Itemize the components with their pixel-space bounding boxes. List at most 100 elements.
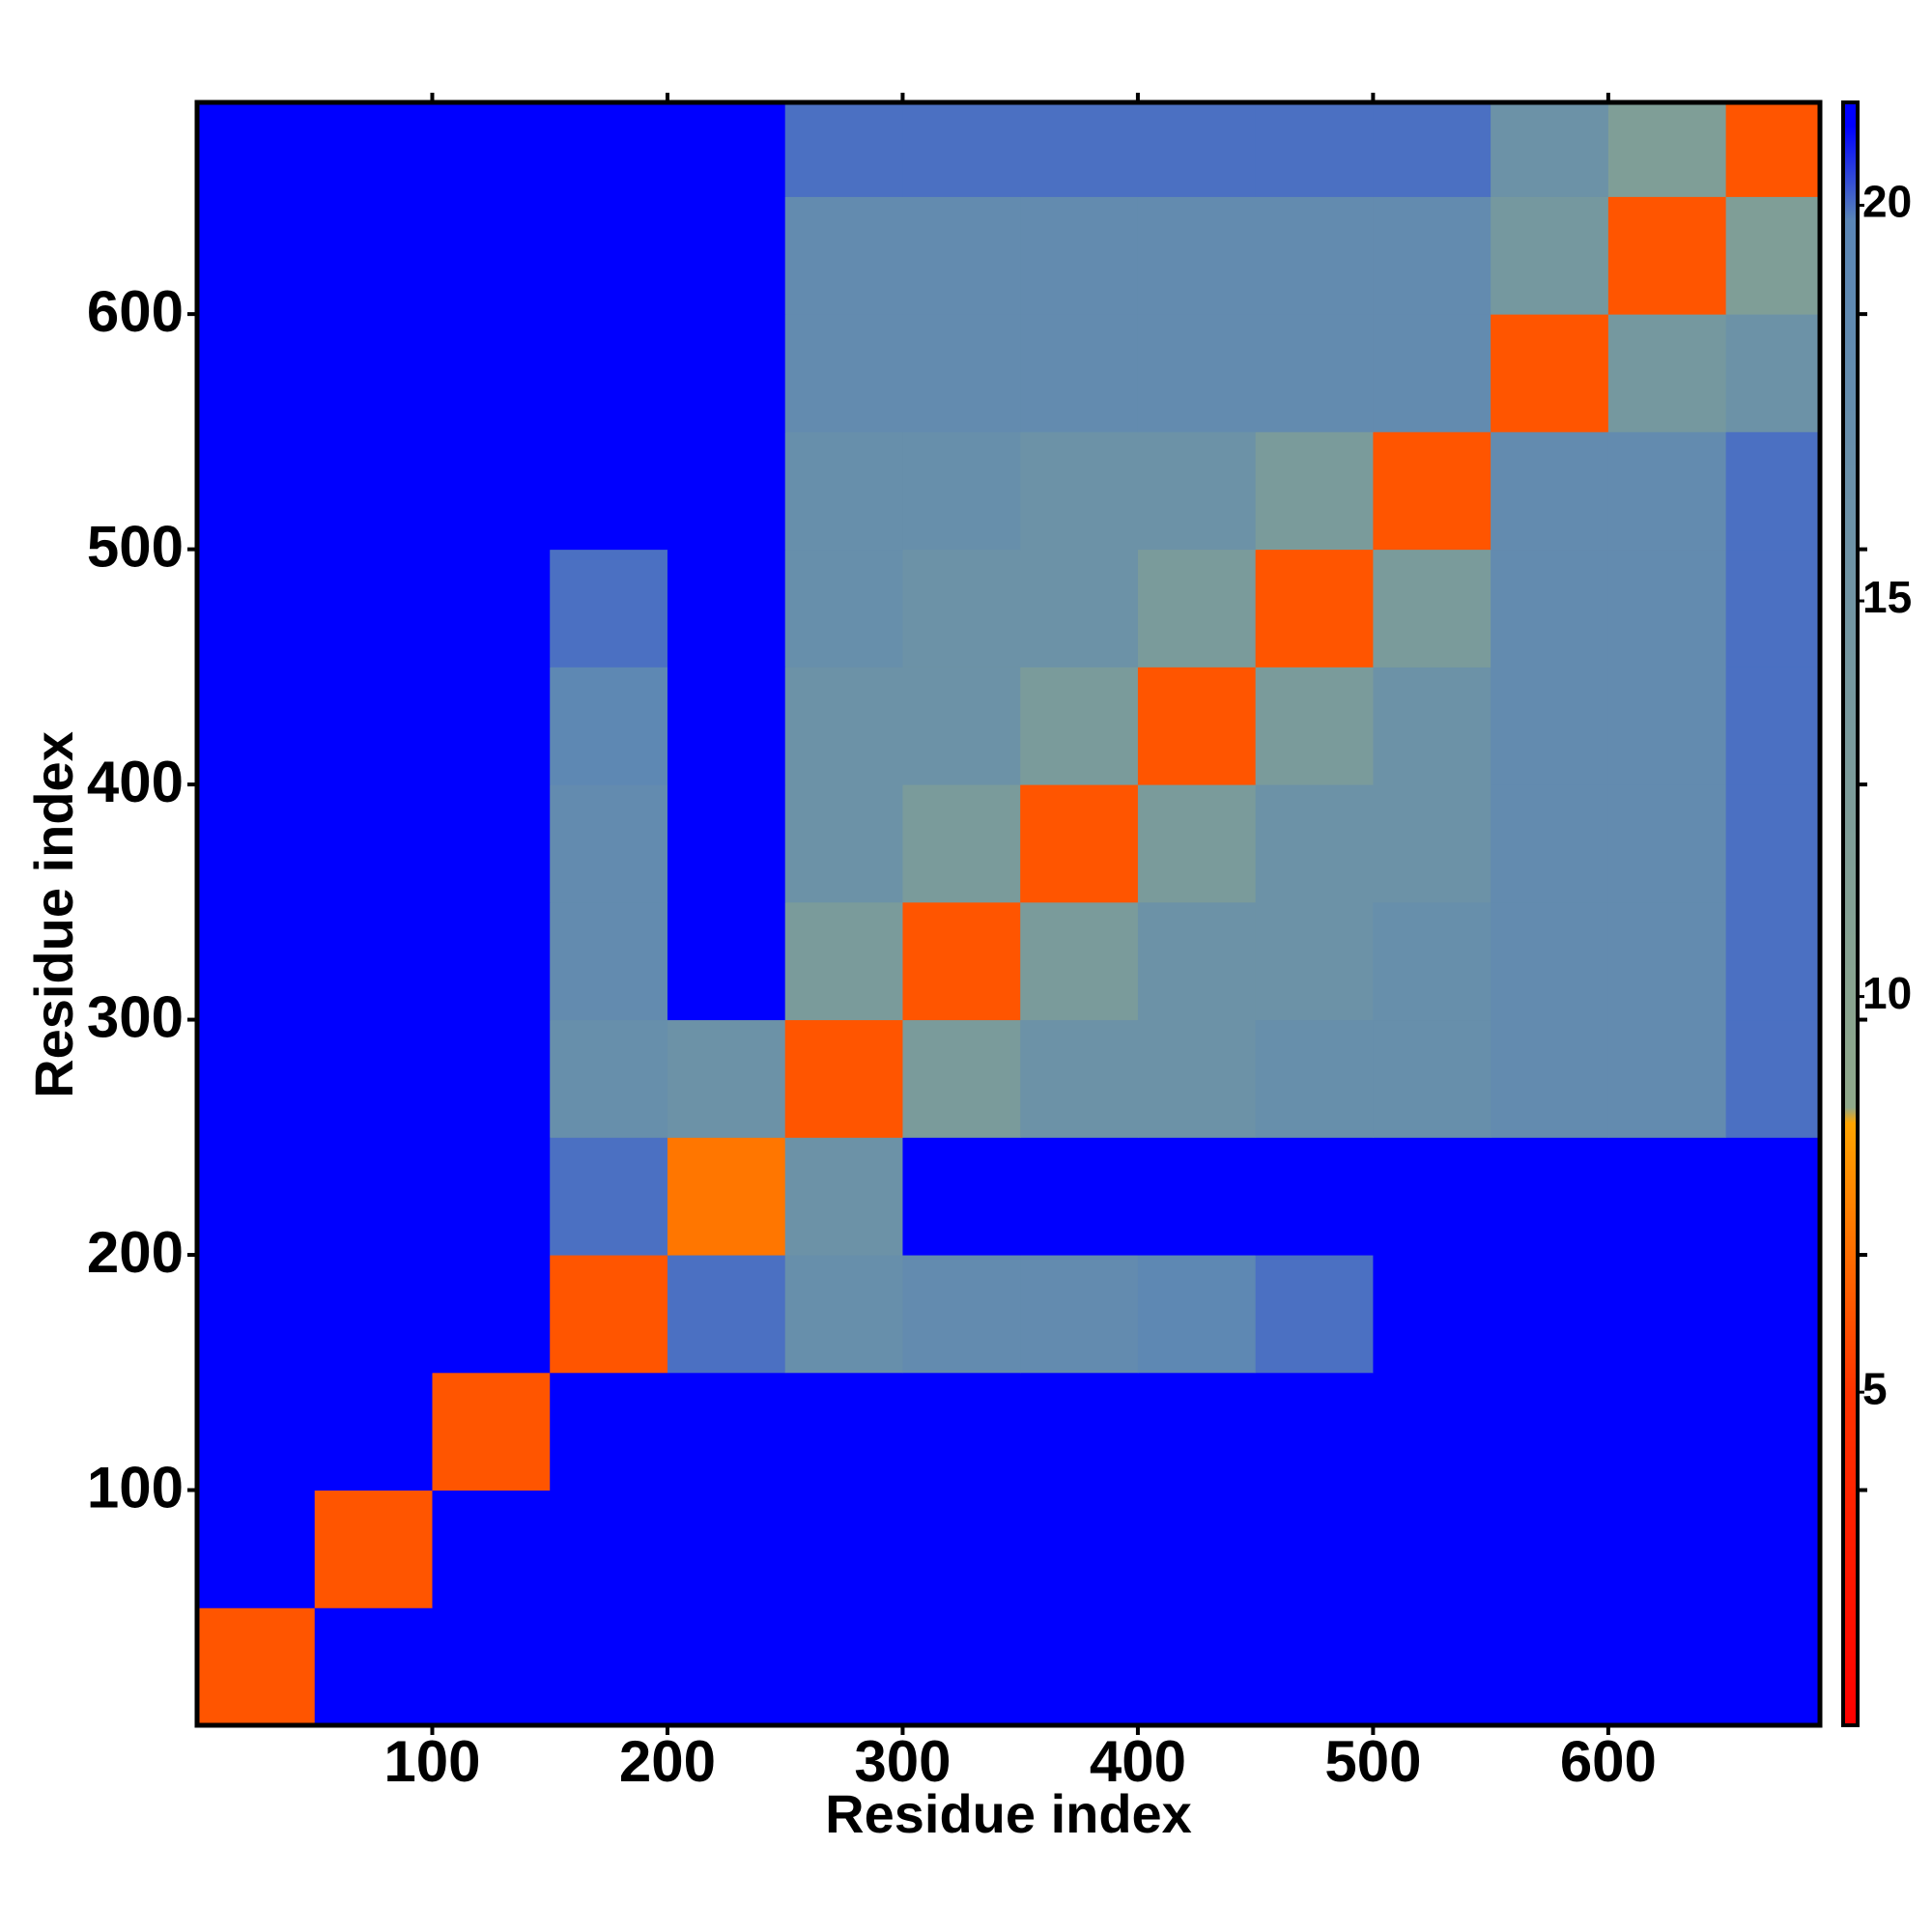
heatmap-cell — [1373, 901, 1492, 1021]
heatmap-cell — [1137, 1137, 1257, 1256]
heatmap-cell — [432, 1607, 551, 1726]
heatmap-cell — [902, 102, 1021, 197]
heatmap-cell — [1373, 1019, 1492, 1138]
heatmap-cell — [1725, 784, 1821, 903]
heatmap-cell — [1255, 667, 1374, 785]
heatmap-cell — [1020, 431, 1139, 551]
heatmap-cell — [1607, 549, 1727, 668]
heatmap-cell — [314, 1372, 433, 1492]
heatmap-cell — [784, 102, 903, 197]
heatmap-cell — [432, 431, 551, 551]
colorbar — [1841, 100, 1860, 1727]
heatmap-cell — [1137, 314, 1257, 433]
heatmap-cell — [197, 784, 316, 903]
heatmap-cell — [1020, 1019, 1139, 1138]
heatmap-cell — [314, 549, 433, 668]
heatmap-cell — [667, 102, 786, 197]
heatmap-cell — [667, 549, 786, 668]
heatmap-cell — [1607, 1607, 1727, 1726]
heatmap-cell — [550, 667, 668, 785]
heatmap-cell — [1725, 1607, 1821, 1726]
heatmap-cell — [1491, 901, 1609, 1021]
heatmap-cell — [902, 1607, 1021, 1726]
x-axis-title: Residue index — [825, 1783, 1192, 1844]
heatmap-cell — [784, 1019, 903, 1138]
heatmap-cell — [784, 1372, 903, 1492]
heatmap-cell — [1020, 549, 1139, 668]
y-axis-title: Residue index — [23, 731, 84, 1098]
heatmap-cell — [1491, 784, 1609, 903]
heatmap-cell — [1255, 784, 1374, 903]
heatmap-cell — [432, 102, 551, 197]
heatmap-cell — [314, 196, 433, 315]
heatmap-cell — [667, 1019, 786, 1138]
heatmap-cell — [1137, 1372, 1257, 1492]
heatmap-cell — [784, 1137, 903, 1256]
heatmap-cell — [1725, 901, 1821, 1021]
heatmap-cell — [197, 667, 316, 785]
heatmap-cell — [1137, 901, 1257, 1021]
heatmap-cell — [1725, 102, 1821, 197]
heatmap-cell — [1491, 1607, 1609, 1726]
heatmap-cell — [1373, 102, 1492, 197]
heatmap-cell — [667, 1255, 786, 1374]
y-tick-label: 300 — [87, 984, 184, 1049]
heatmap-cell — [432, 1019, 551, 1138]
heatmap-cell — [667, 1372, 786, 1492]
heatmap-cell — [314, 314, 433, 433]
heatmap-cell — [1137, 1607, 1257, 1726]
heatmap-cell — [1137, 549, 1257, 668]
heatmap-cell — [1725, 1372, 1821, 1492]
heatmap-cell — [902, 1490, 1021, 1608]
heatmap-cell — [1607, 1137, 1727, 1256]
heatmap-cell — [1373, 1372, 1492, 1492]
heatmap-cell — [1373, 549, 1492, 668]
heatmap-cell — [550, 1255, 668, 1374]
heatmap-cell — [1725, 1019, 1821, 1138]
heatmap-cell — [902, 431, 1021, 551]
heatmap-cell — [1255, 1490, 1374, 1608]
heatmap-cell — [1491, 196, 1609, 315]
heatmap-cell — [432, 1490, 551, 1608]
x-tick-label: 500 — [1324, 1729, 1421, 1794]
heatmap-cell — [1137, 1490, 1257, 1608]
heatmap-cell — [1607, 196, 1727, 315]
heatmap-cell — [1491, 1372, 1609, 1492]
heatmap-cell — [784, 784, 903, 903]
heatmap-cell — [667, 1490, 786, 1608]
heatmap-cell — [432, 1137, 551, 1256]
heatmap-cell — [1137, 667, 1257, 785]
y-tick-label: 400 — [87, 750, 184, 814]
heatmap-cell — [197, 1137, 316, 1256]
heatmap-cell — [197, 549, 316, 668]
heatmap-cell — [432, 901, 551, 1021]
heatmap-cell — [1725, 549, 1821, 668]
heatmap-cell — [1725, 1490, 1821, 1608]
y-tick-label: 600 — [87, 279, 184, 344]
x-tick-label: 400 — [1090, 1729, 1186, 1794]
heatmap-cell — [667, 431, 786, 551]
heatmap-cell — [1373, 431, 1492, 551]
heatmap-cell — [314, 1607, 433, 1726]
heatmap-cell — [1607, 901, 1727, 1021]
heatmap-cell — [1491, 549, 1609, 668]
heatmap-cell — [784, 431, 903, 551]
heatmap-cell — [1607, 1019, 1727, 1138]
heatmap-cell — [667, 901, 786, 1021]
heatmap-cell — [432, 1255, 551, 1374]
colorbar-tick-label: 20 — [1862, 177, 1912, 227]
heatmap-cell — [784, 196, 903, 315]
heatmap-cell — [550, 901, 668, 1021]
heatmap-cell — [197, 102, 316, 197]
y-tick-label: 100 — [87, 1455, 184, 1520]
heatmap-cell — [432, 784, 551, 903]
heatmap-cell — [902, 314, 1021, 433]
heatmap-cell — [197, 1490, 316, 1608]
heatmap-cell — [902, 667, 1021, 785]
heatmap-cell — [1491, 314, 1609, 433]
heatmap-cell — [1020, 784, 1139, 903]
heatmap-cell — [1607, 314, 1727, 433]
heatmap-cell — [1137, 196, 1257, 315]
heatmap-cell — [550, 1137, 668, 1256]
